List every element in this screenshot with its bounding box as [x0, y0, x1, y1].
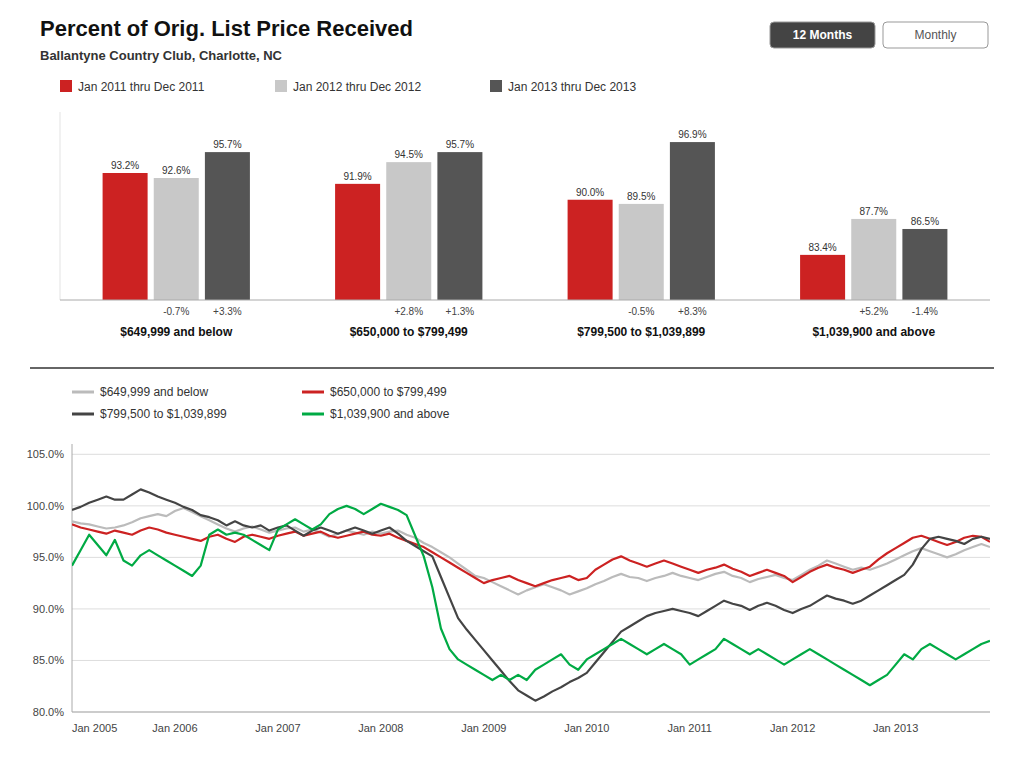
legend-label: $650,000 to $799,499 [330, 385, 447, 399]
x-axis-line [72, 712, 990, 713]
y-tick-label: 80.0% [33, 706, 64, 718]
line [72, 508, 990, 595]
x-tick-label: Jan 2008 [358, 722, 403, 734]
x-tick-label: Jan 2007 [255, 722, 300, 734]
legend: Jan 2011 thru Dec 2011 Jan 2012 thru Dec … [60, 80, 636, 94]
y-axis-line [72, 444, 73, 712]
data-label: 87.7% [860, 206, 888, 217]
legend: $649,999 and below $650,000 to $799,499 $7… [72, 385, 450, 421]
line [72, 489, 990, 700]
category-label: $649,999 and below [120, 325, 233, 339]
y-axis-line [60, 112, 61, 300]
legend-swatch [72, 391, 94, 394]
data-label: 96.9% [678, 129, 706, 140]
bar-labels: 93.2% 91.9% 90.0% 83.4% 92.6% -0.7% 94.5% +2.8%… [111, 129, 939, 317]
x-tick-label: Jan 2005 [72, 722, 117, 734]
y-tick-label: 105.0% [27, 448, 65, 460]
lines [72, 489, 990, 700]
bar [103, 173, 148, 300]
grid-line [72, 712, 990, 713]
chart-root: Percent of Orig. List Price Received Ball… [0, 0, 1024, 766]
grid [72, 454, 990, 712]
bar [154, 178, 199, 300]
change-label: -1.4% [912, 306, 938, 317]
bar [800, 255, 845, 300]
change-label: +5.2% [859, 306, 888, 317]
change-label: -0.7% [163, 306, 189, 317]
bar [902, 229, 947, 300]
button-label[interactable]: 12 Months [793, 28, 853, 42]
legend-label: Jan 2012 thru Dec 2012 [293, 80, 421, 94]
data-label: 83.4% [808, 242, 836, 253]
y-tick-label: 95.0% [33, 551, 64, 563]
view-buttons: 12 Months Monthly [770, 22, 988, 48]
data-label: 95.7% [213, 139, 241, 150]
legend-label: $799,500 to $1,039,899 [100, 407, 227, 421]
grid-line [72, 660, 990, 661]
data-label: 90.0% [576, 187, 604, 198]
grid-line [72, 454, 990, 455]
bars [103, 142, 948, 300]
x-tick-label: Jan 2010 [564, 722, 609, 734]
change-label: +8.3% [678, 306, 707, 317]
legend-label: $1,039,900 and above [330, 407, 450, 421]
x-tick-label: Jan 2012 [770, 722, 815, 734]
grid-line [72, 557, 990, 558]
x-tick-label: Jan 2013 [873, 722, 918, 734]
grid-line [72, 608, 990, 609]
category-label: $1,039,900 and above [812, 325, 935, 339]
bar [568, 200, 613, 300]
bar [437, 152, 482, 300]
data-label: 92.6% [162, 165, 190, 176]
category-label: $799,500 to $1,039,899 [577, 325, 705, 339]
data-label: 91.9% [343, 171, 371, 182]
legend-swatch [490, 80, 502, 92]
data-label: 93.2% [111, 160, 139, 171]
separator [30, 367, 994, 369]
data-label: 95.7% [446, 139, 474, 150]
bar [670, 142, 715, 300]
x-tick-label: Jan 2011 [667, 722, 711, 734]
button-label[interactable]: Monthly [914, 28, 956, 42]
legend-swatch [302, 391, 324, 394]
x-tick-label: Jan 2006 [152, 722, 197, 734]
x-tick-label: Jan 2009 [461, 722, 506, 734]
legend-label: Jan 2013 thru Dec 2013 [508, 80, 636, 94]
baseline [60, 300, 990, 301]
title: Percent of Orig. List Price Received [40, 16, 413, 41]
button[interactable] [883, 22, 988, 48]
bar [205, 152, 250, 300]
data-label: 86.5% [911, 216, 939, 227]
data-label: 94.5% [395, 149, 423, 160]
change-label: +1.3% [446, 306, 475, 317]
legend-label: Jan 2011 thru Dec 2011 [78, 80, 205, 94]
bar [851, 219, 896, 300]
grid-line [72, 505, 990, 506]
subtitle: Ballantyne Country Club, Charlotte, NC [40, 48, 283, 63]
category-label: $650,000 to $799,499 [350, 325, 468, 339]
y-tick-label: 85.0% [33, 654, 64, 666]
legend-label: $649,999 and below [100, 385, 208, 399]
change-label: -0.5% [628, 306, 654, 317]
legend-swatch [60, 80, 72, 92]
legend-swatch [72, 413, 94, 416]
y-tick-label: 90.0% [33, 603, 64, 615]
bar [619, 204, 664, 300]
line [72, 504, 990, 685]
legend-swatch [275, 80, 287, 92]
data-label: 89.5% [627, 191, 655, 202]
change-label: +3.3% [213, 306, 242, 317]
y-tick-label: 100.0% [27, 500, 65, 512]
change-label: +2.8% [394, 306, 423, 317]
legend-swatch [302, 413, 324, 416]
button[interactable] [770, 22, 875, 48]
bar [386, 162, 431, 300]
bar [335, 184, 380, 300]
